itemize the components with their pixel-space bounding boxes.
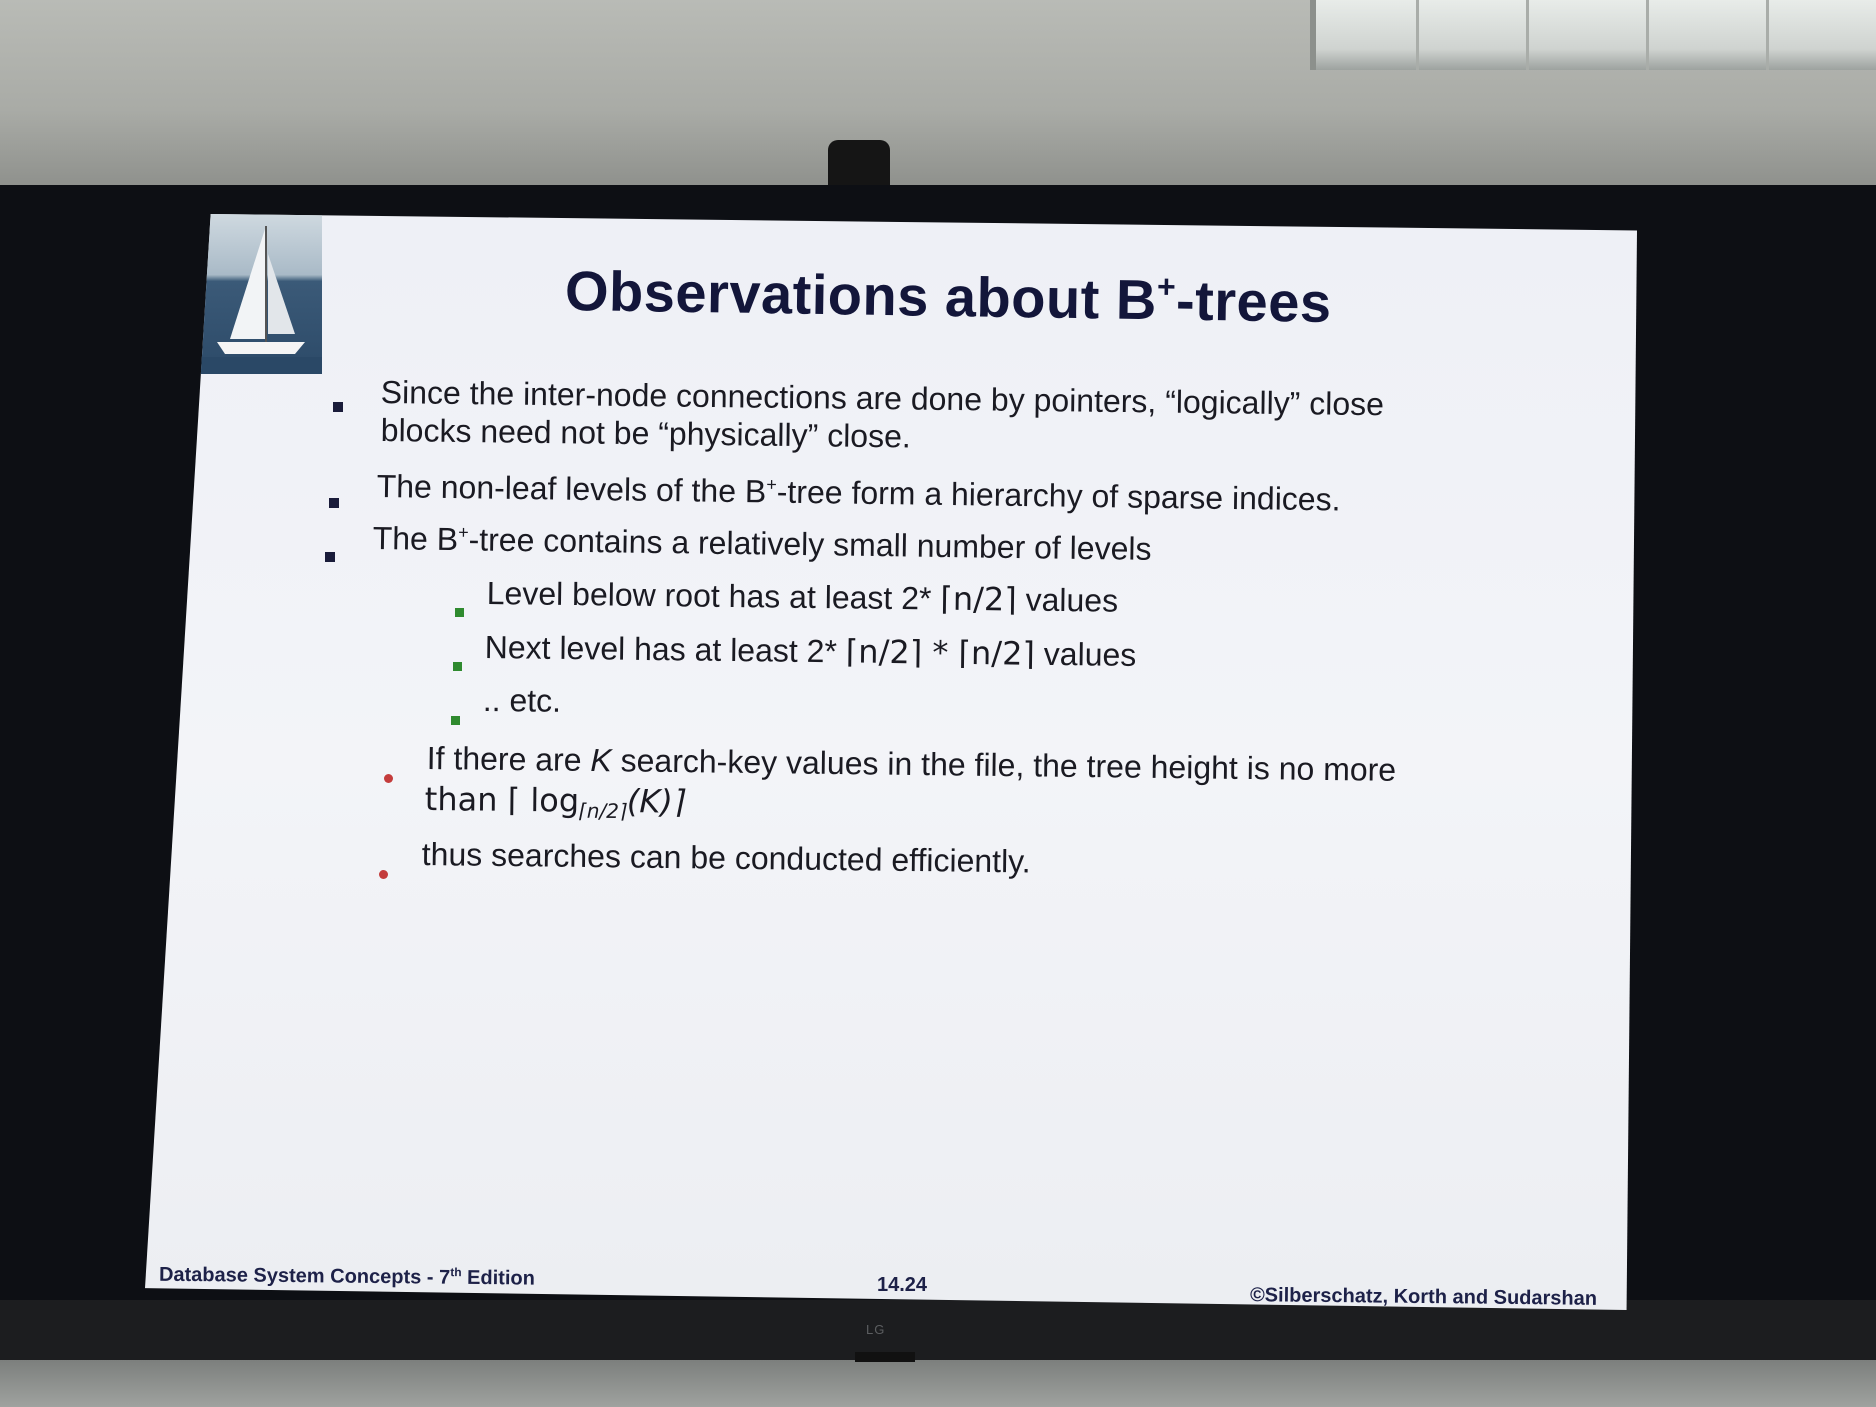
bullet-marker <box>329 498 339 508</box>
light-slat <box>1526 0 1529 70</box>
brand-logo: LG <box>866 1322 886 1337</box>
sub-bullet-marker <box>453 662 462 671</box>
bullet-marker <box>325 552 335 562</box>
sub-bullet-text: Level below root has at least 2* ⌈n/2⌉ v… <box>486 574 1119 619</box>
dot-bullet-marker <box>384 774 393 783</box>
ceiling-light <box>1310 0 1876 70</box>
light-slat <box>1766 0 1769 70</box>
sub-bullet-text: Next level has at least 2* ⌈n/2⌉ * ⌈n/2⌉… <box>484 628 1137 673</box>
presentation-slide: Observations about B+-trees Since the in… <box>145 214 1637 1310</box>
dot-bullet-text: thus searches can be conducted efficient… <box>421 836 1031 880</box>
light-slat <box>1646 0 1649 70</box>
dot-bullet-text-continued: than ⌈ log⌈n/2⌉(K)⌉ <box>424 780 686 824</box>
monitor-bezel <box>0 1300 1876 1370</box>
sub-bullet-marker <box>455 608 464 617</box>
sub-bullet-marker <box>451 716 460 725</box>
footer-slide-number: 14.24 <box>877 1274 928 1296</box>
slide-title: Observations about B+-trees <box>564 258 1333 335</box>
footer-book-title: Database System Concepts - 7th Edition <box>158 1263 535 1290</box>
background-floor <box>0 1360 1876 1407</box>
bullet-text: The B+-tree contains a relatively small … <box>372 520 1152 567</box>
bullet-text: The non-leaf levels of the B+-tree form … <box>376 468 1341 518</box>
sub-bullet-text: .. etc. <box>482 682 562 719</box>
sailboat-image <box>195 214 322 374</box>
monitor-stand <box>855 1352 915 1362</box>
dot-bullet-marker <box>379 870 388 879</box>
bullet-text-continued: blocks need not be “physically” close. <box>380 412 912 455</box>
light-slat <box>1416 0 1419 70</box>
bullet-marker <box>333 402 343 412</box>
